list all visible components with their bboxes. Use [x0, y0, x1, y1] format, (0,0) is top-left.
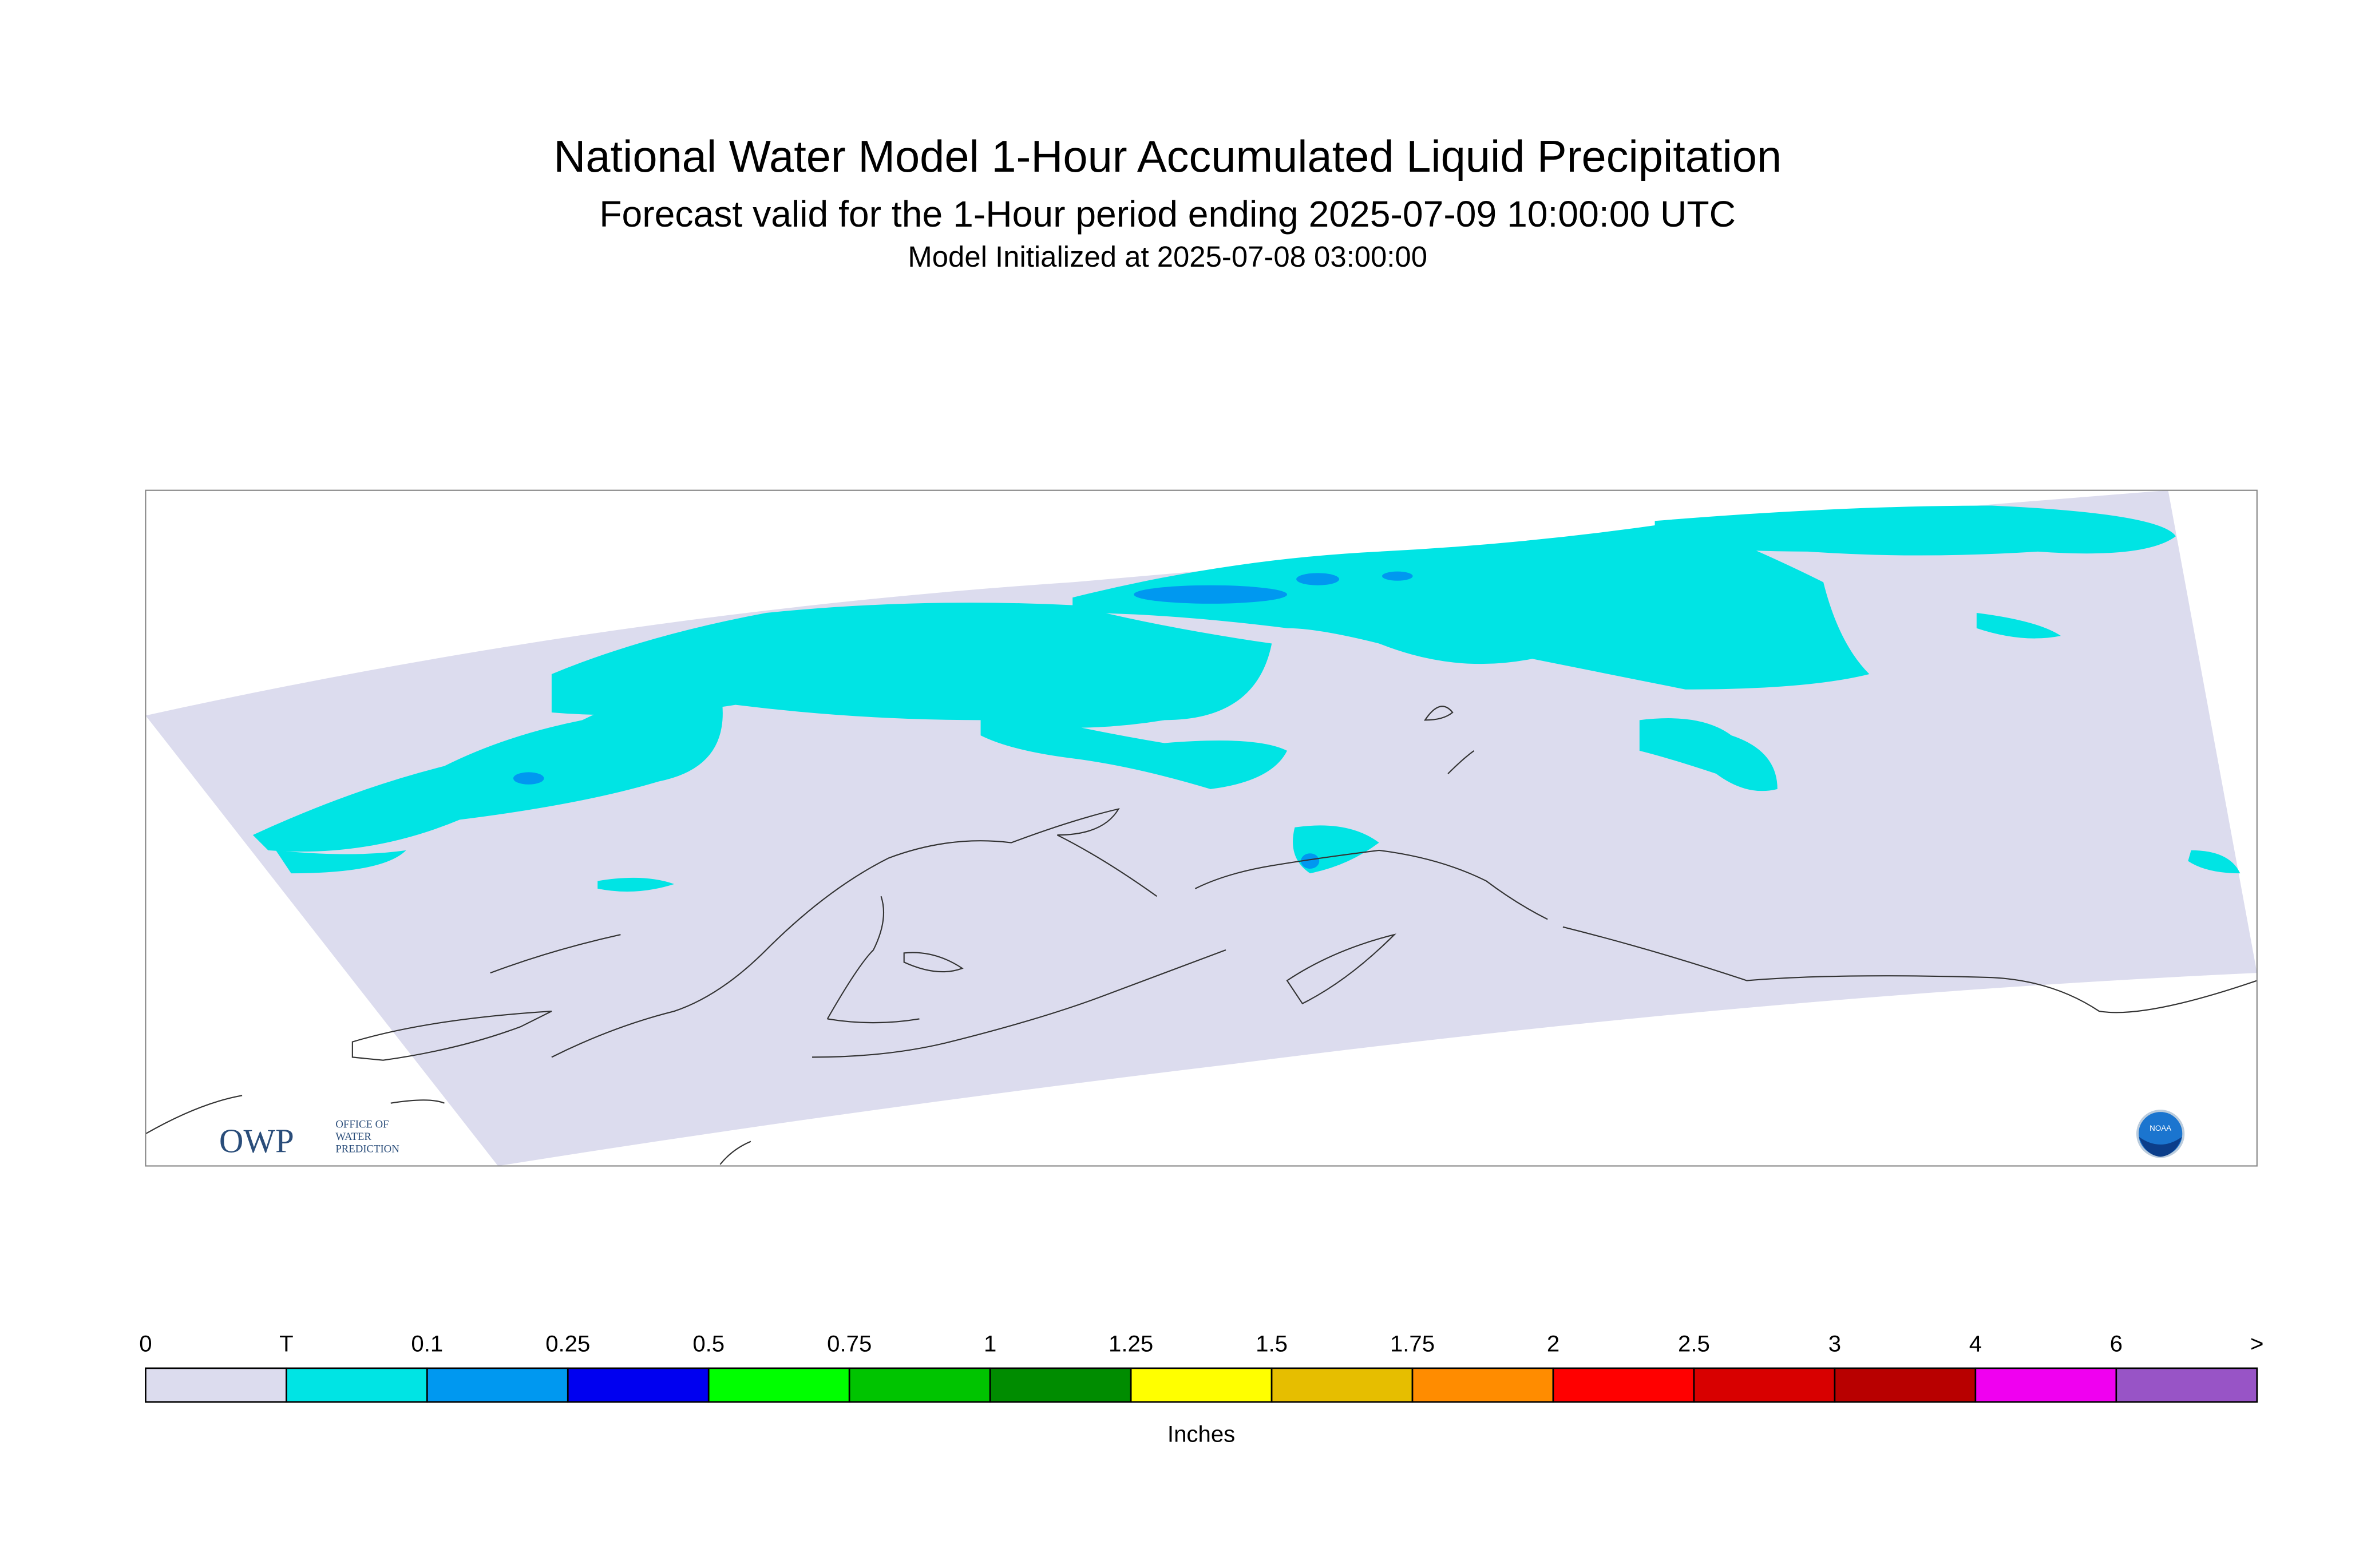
- noaa-logo: NOAA: [2136, 1110, 2185, 1158]
- colorbar-label: 0.5: [692, 1331, 725, 1356]
- colorbar-swatch: [426, 1367, 569, 1403]
- subtitle: Forecast valid for the 1-Hour period end…: [599, 193, 1736, 235]
- colorbar-swatch: [145, 1367, 287, 1403]
- colorbar: 0 T 0.1 0.25 0.5 0.75 1 1.25 1.5 1.75 2 2.5 3 4 6 >: [139, 1331, 2264, 1403]
- owp-line: PREDICTION: [335, 1143, 399, 1155]
- owp-text: OWP: [219, 1122, 294, 1159]
- precip-areas: [252, 505, 2241, 892]
- map-frame: [145, 489, 2258, 1167]
- colorbar-swatch: [1974, 1367, 2117, 1403]
- title: National Water Model 1-Hour Accumulated …: [553, 132, 1782, 181]
- colorbar-label: 3: [1828, 1331, 1841, 1356]
- colorbar-label: 1: [984, 1331, 996, 1356]
- colorbar-swatch: [1130, 1367, 1273, 1403]
- colorbar-swatch: [1411, 1367, 1554, 1403]
- owp-line: WATER: [335, 1131, 371, 1143]
- colorbar-label: 6: [2110, 1331, 2123, 1356]
- precip-areas-heavier: [513, 571, 1413, 869]
- colorbar-label: 0: [139, 1331, 152, 1356]
- colorbar-swatch: [567, 1367, 710, 1403]
- colorbar-label: 2: [1547, 1331, 1559, 1356]
- colorbar-swatch: [989, 1367, 1132, 1403]
- colorbar-label: 1.25: [1109, 1331, 1153, 1356]
- colorbar-label: 1.75: [1390, 1331, 1435, 1356]
- colorbar-swatch: [707, 1367, 850, 1403]
- colorbar-label: 2.5: [1678, 1331, 1710, 1356]
- colorbar-label: 4: [1969, 1331, 1982, 1356]
- owp-logo: OWP OFFICE OF WATER PREDICTION: [219, 1119, 399, 1160]
- colorbar-swatch: [1270, 1367, 1414, 1403]
- coastline: [145, 706, 2257, 1165]
- owp-line: OFFICE OF: [335, 1119, 389, 1131]
- colorbar-label: T: [279, 1331, 294, 1356]
- init-time: Model Initialized at 2025-07-08 03:00:00: [908, 240, 1427, 273]
- colorbar-label: 1.5: [1256, 1331, 1288, 1356]
- colorbar-swatch: [1693, 1367, 1836, 1403]
- noaa-text: NOAA: [2150, 1124, 2171, 1133]
- colorbar-label: 0.25: [545, 1331, 590, 1356]
- colorbar-swatch: [1834, 1367, 1977, 1403]
- colorbar-swatch: [2115, 1367, 2258, 1403]
- map: OWP OFFICE OF WATER PREDICTION NOAA: [145, 489, 2258, 1167]
- colorbar-swatch: [848, 1367, 991, 1403]
- colorbar-label: 0.75: [827, 1331, 872, 1356]
- colorbar-swatch: [1552, 1367, 1695, 1403]
- colorbar-unit: Inches: [1167, 1421, 1235, 1447]
- colorbar-label: 0.1: [411, 1331, 443, 1356]
- colorbar-label: >: [2250, 1331, 2263, 1356]
- colorbar-swatch: [286, 1367, 428, 1403]
